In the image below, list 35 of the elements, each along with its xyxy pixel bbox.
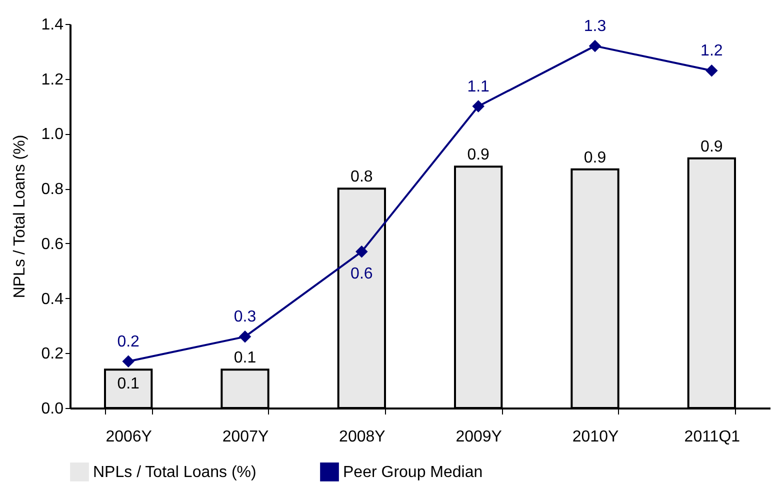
data-label: 1.1 [467, 78, 490, 96]
data-label: 0.9 [700, 138, 723, 156]
point [706, 64, 718, 77]
point [472, 100, 484, 112]
x-tick-label: 2010Y [572, 428, 619, 446]
y-tick-label: 1.2 [41, 71, 64, 88]
data-label: 0.9 [584, 149, 606, 166]
x-tick-label: 2008Y [339, 428, 386, 446]
x-tick-label: 2006Y [106, 428, 152, 446]
x-tick-label: 2007Y [222, 428, 269, 446]
x-tick-label: 2011Q1 [684, 428, 740, 446]
data-label: 0.3 [234, 308, 256, 326]
data-label: 1.2 [700, 42, 723, 60]
x-tick-label: 2009Y [456, 428, 502, 446]
point [588, 40, 602, 52]
point [356, 246, 368, 258]
legend-label: Peer Group Median [343, 464, 483, 481]
data-label: 0.1 [234, 350, 256, 367]
data-label: 0.6 [350, 266, 373, 283]
y-tick-label: 1.0 [41, 126, 64, 144]
y-tick-label: 1.4 [41, 16, 64, 34]
legend-label: NPLs / Total Loans (%) [93, 464, 256, 481]
y-tick-label: 0.2 [41, 346, 64, 363]
data-label: 0.9 [467, 146, 490, 164]
data-label: 0.2 [117, 333, 140, 350]
point [122, 355, 134, 368]
point [238, 330, 252, 343]
data-label: 0.8 [350, 168, 373, 186]
y-tick-label: 0.8 [41, 181, 64, 198]
data-label: 1.3 [584, 18, 606, 35]
y-tick-label: 0.0 [41, 400, 64, 418]
y-tick-label: 0.4 [41, 290, 64, 308]
data-label: 0.1 [117, 376, 140, 393]
y-tick-label: 0.6 [41, 236, 64, 253]
y-axis-title: NPLs / Total Loans (%) [11, 134, 28, 298]
